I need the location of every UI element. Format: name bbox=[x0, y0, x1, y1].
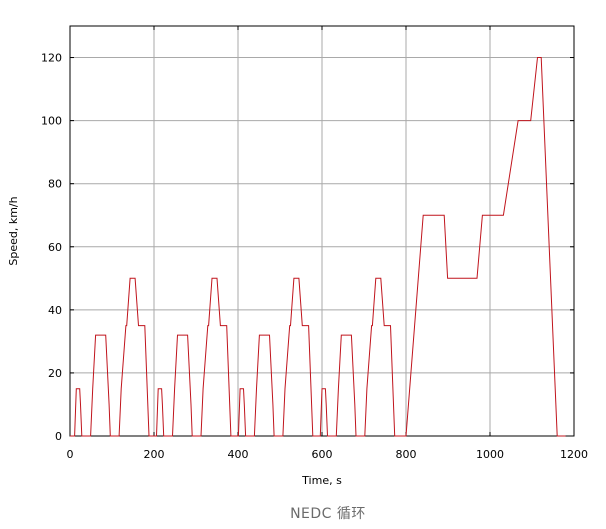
y-axis-label: Speed, km/h bbox=[7, 196, 20, 265]
speed-series-line bbox=[70, 57, 566, 437]
x-tick-label: 0 bbox=[67, 448, 74, 461]
y-tick-label: 120 bbox=[41, 52, 62, 65]
x-tick-label: 600 bbox=[312, 448, 333, 461]
axis-ticks bbox=[69, 26, 575, 437]
x-tick-label: 200 bbox=[144, 448, 165, 461]
y-tick-label: 20 bbox=[48, 367, 62, 380]
grid-lines bbox=[70, 26, 574, 436]
x-axis-label: Time, s bbox=[301, 474, 342, 487]
tick-labels: 0 200 400 600 800 1000 1200 0 20 40 60 80 100 120 bbox=[41, 52, 588, 461]
y-tick-label: 80 bbox=[48, 178, 62, 191]
x-tick-label: 400 bbox=[228, 448, 249, 461]
y-tick-label: 0 bbox=[55, 430, 62, 443]
x-tick-label: 1200 bbox=[560, 448, 588, 461]
x-tick-label: 800 bbox=[396, 448, 417, 461]
y-tick-label: 100 bbox=[41, 115, 62, 128]
x-tick-label: 1000 bbox=[476, 448, 504, 461]
y-tick-label: 40 bbox=[48, 304, 62, 317]
y-tick-label: 60 bbox=[48, 241, 62, 254]
chart-caption: NEDC 循环 bbox=[290, 506, 366, 522]
